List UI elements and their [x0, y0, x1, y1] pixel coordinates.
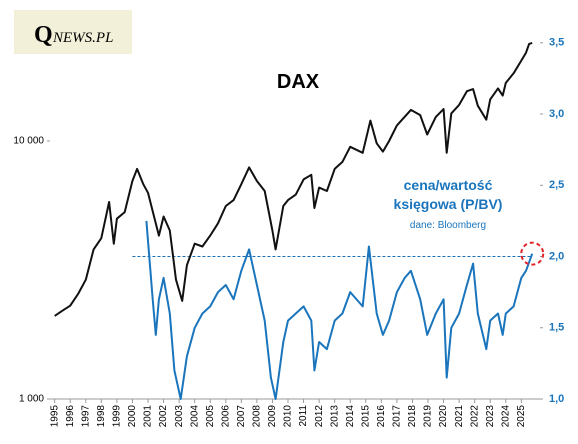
y2-tick-label: 2,5 [549, 179, 564, 191]
x-tick-label: 2002 [158, 405, 169, 428]
logo-text: NEWS.PL [53, 30, 114, 46]
y-tick-label: 10 000 [13, 136, 44, 147]
x-tick-label: 2024 [500, 405, 511, 428]
line-series [145, 220, 534, 400]
x-tick-label: 2018 [407, 405, 418, 428]
x-tick-label: 2008 [252, 405, 263, 428]
x-tick-label: 2005 [205, 405, 216, 428]
series-label: cena/wartość księgowa (P/BV) [393, 177, 503, 212]
x-tick-label: 2016 [376, 405, 387, 428]
chart-title: DAX [277, 71, 320, 93]
x-tick-label: 2021 [454, 405, 465, 428]
logo: Q NEWS.PL [14, 10, 132, 54]
logo-q: Q [34, 22, 53, 48]
x-tick-label: 2025 [516, 405, 527, 428]
x-tick-label: 2022 [469, 405, 480, 428]
x-tick-label: 1999 [112, 405, 123, 428]
y2-tick-label: 1,5 [549, 322, 564, 334]
y2-tick-label: 1,0 [549, 393, 564, 405]
x-tick-label: 2023 [485, 405, 496, 428]
y-tick-label: 1 000 [19, 394, 44, 405]
y2-tick-label: 2,0 [549, 250, 564, 262]
x-tick-label: 2017 [392, 405, 403, 428]
line-series [54, 41, 533, 317]
x-tick-label: 2010 [283, 405, 294, 428]
x-tick-label: 2009 [267, 405, 278, 428]
x-tick-label: 1998 [96, 405, 107, 428]
x-tick-label: 2015 [360, 405, 371, 428]
x-tick-label: 2003 [174, 405, 185, 428]
x-tick-label: 2006 [220, 405, 231, 428]
highlight-circle [520, 241, 545, 266]
x-tick-label: 2013 [329, 405, 340, 428]
x-tick-label: 1996 [65, 405, 76, 428]
x-tick-label: 2020 [438, 405, 449, 428]
source-note: dane: Bloomberg [409, 220, 487, 231]
x-tick-label: 2007 [236, 405, 247, 428]
y2-tick-label: 3,5 [549, 37, 564, 49]
x-tick-label: 2011 [298, 405, 309, 427]
x-tick-label: 2004 [189, 405, 200, 428]
x-tick-label: 2014 [345, 405, 356, 428]
x-tick-label: 2001 [143, 405, 154, 428]
x-tick-label: 1997 [80, 405, 91, 428]
x-tick-label: 1995 [49, 405, 60, 428]
x-tick-label: 2012 [314, 405, 325, 428]
x-tick-label: 2000 [127, 405, 138, 428]
x-tick-label: 2019 [423, 405, 434, 428]
y2-tick-label: 3,0 [549, 108, 564, 120]
